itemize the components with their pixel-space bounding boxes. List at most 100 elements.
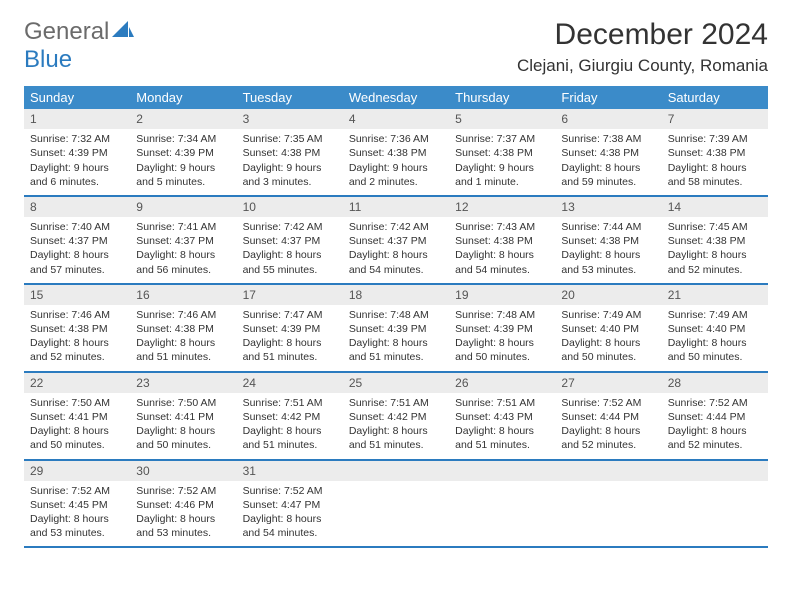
sunset-line: Sunset: 4:41 PM [136, 410, 230, 424]
calendar-cell: 29Sunrise: 7:52 AMSunset: 4:45 PMDayligh… [24, 461, 130, 547]
daylight-line: Daylight: 9 hours and 5 minutes. [136, 161, 230, 189]
sunset-line: Sunset: 4:37 PM [243, 234, 337, 248]
sunrise-line: Sunrise: 7:45 AM [668, 220, 762, 234]
sunrise-line: Sunrise: 7:46 AM [136, 308, 230, 322]
sunset-line: Sunset: 4:38 PM [455, 146, 549, 160]
day-number: 3 [237, 109, 343, 129]
sunset-line: Sunset: 4:38 PM [136, 322, 230, 336]
logo-word-general: General [24, 18, 109, 45]
sunrise-line: Sunrise: 7:52 AM [561, 396, 655, 410]
sunset-line: Sunset: 4:39 PM [30, 146, 124, 160]
daylight-line: Daylight: 8 hours and 54 minutes. [455, 248, 549, 276]
sunset-line: Sunset: 4:38 PM [243, 146, 337, 160]
sunset-line: Sunset: 4:39 PM [455, 322, 549, 336]
calendar-cell: 7Sunrise: 7:39 AMSunset: 4:38 PMDaylight… [662, 109, 768, 195]
weekday-label: Wednesday [343, 86, 449, 109]
calendar-cell: 11Sunrise: 7:42 AMSunset: 4:37 PMDayligh… [343, 197, 449, 283]
sunrise-line: Sunrise: 7:32 AM [30, 132, 124, 146]
day-number: 2 [130, 109, 236, 129]
sunrise-line: Sunrise: 7:43 AM [455, 220, 549, 234]
daylight-line: Daylight: 8 hours and 51 minutes. [243, 336, 337, 364]
daylight-line: Daylight: 8 hours and 51 minutes. [243, 424, 337, 452]
sunset-line: Sunset: 4:38 PM [561, 234, 655, 248]
calendar: SundayMondayTuesdayWednesdayThursdayFrid… [24, 86, 768, 548]
weekday-label: Thursday [449, 86, 555, 109]
sunset-line: Sunset: 4:44 PM [561, 410, 655, 424]
sunrise-line: Sunrise: 7:52 AM [668, 396, 762, 410]
day-number: 10 [237, 197, 343, 217]
calendar-cell: 26Sunrise: 7:51 AMSunset: 4:43 PMDayligh… [449, 373, 555, 459]
daylight-line: Daylight: 8 hours and 51 minutes. [349, 424, 443, 452]
sunrise-line: Sunrise: 7:35 AM [243, 132, 337, 146]
sunset-line: Sunset: 4:38 PM [561, 146, 655, 160]
sunrise-line: Sunrise: 7:52 AM [136, 484, 230, 498]
day-number: 21 [662, 285, 768, 305]
day-number [662, 461, 768, 481]
calendar-cell: 4Sunrise: 7:36 AMSunset: 4:38 PMDaylight… [343, 109, 449, 195]
sunrise-line: Sunrise: 7:51 AM [455, 396, 549, 410]
day-number: 24 [237, 373, 343, 393]
sunset-line: Sunset: 4:39 PM [136, 146, 230, 160]
calendar-week: 22Sunrise: 7:50 AMSunset: 4:41 PMDayligh… [24, 373, 768, 461]
calendar-week: 8Sunrise: 7:40 AMSunset: 4:37 PMDaylight… [24, 197, 768, 285]
day-number: 23 [130, 373, 236, 393]
sunset-line: Sunset: 4:40 PM [668, 322, 762, 336]
daylight-line: Daylight: 8 hours and 56 minutes. [136, 248, 230, 276]
sunrise-line: Sunrise: 7:38 AM [561, 132, 655, 146]
day-number: 5 [449, 109, 555, 129]
sunset-line: Sunset: 4:37 PM [30, 234, 124, 248]
sunrise-line: Sunrise: 7:50 AM [30, 396, 124, 410]
calendar-cell: 24Sunrise: 7:51 AMSunset: 4:42 PMDayligh… [237, 373, 343, 459]
title-block: December 2024 Clejani, Giurgiu County, R… [517, 18, 768, 76]
logo-word-blue: Blue [24, 46, 72, 73]
calendar-cell: 20Sunrise: 7:49 AMSunset: 4:40 PMDayligh… [555, 285, 661, 371]
sunrise-line: Sunrise: 7:51 AM [349, 396, 443, 410]
calendar-cell: 27Sunrise: 7:52 AMSunset: 4:44 PMDayligh… [555, 373, 661, 459]
daylight-line: Daylight: 8 hours and 51 minutes. [349, 336, 443, 364]
sunset-line: Sunset: 4:41 PM [30, 410, 124, 424]
sunrise-line: Sunrise: 7:34 AM [136, 132, 230, 146]
calendar-cell: 30Sunrise: 7:52 AMSunset: 4:46 PMDayligh… [130, 461, 236, 547]
sunset-line: Sunset: 4:38 PM [455, 234, 549, 248]
day-number: 29 [24, 461, 130, 481]
day-number: 16 [130, 285, 236, 305]
sunrise-line: Sunrise: 7:39 AM [668, 132, 762, 146]
day-number: 22 [24, 373, 130, 393]
daylight-line: Daylight: 8 hours and 54 minutes. [243, 512, 337, 540]
day-number: 14 [662, 197, 768, 217]
calendar-cell: 17Sunrise: 7:47 AMSunset: 4:39 PMDayligh… [237, 285, 343, 371]
sunset-line: Sunset: 4:38 PM [668, 234, 762, 248]
sunrise-line: Sunrise: 7:44 AM [561, 220, 655, 234]
calendar-week: 29 Sunrise: 7:52 AM Sunset: 4:45 PM Dayligh… [24, 461, 768, 549]
sunset-line: Sunset: 4:45 PM [30, 498, 124, 512]
sunset-line: Sunset: 4:37 PM [136, 234, 230, 248]
daylight-line: Daylight: 8 hours and 55 minutes. [243, 248, 337, 276]
daylight-line: Daylight: 9 hours and 6 minutes. [30, 161, 124, 189]
day-number [449, 461, 555, 481]
calendar-week: 15Sunrise: 7:46 AMSunset: 4:38 PMDayligh… [24, 285, 768, 373]
sunset-line: Sunset: 4:40 PM [561, 322, 655, 336]
calendar-cell: 10Sunrise: 7:42 AMSunset: 4:37 PMDayligh… [237, 197, 343, 283]
sunset-line: Sunset: 4:43 PM [455, 410, 549, 424]
daylight-line: Daylight: 8 hours and 53 minutes. [561, 248, 655, 276]
sunset-line: Sunset: 4:39 PM [349, 322, 443, 336]
daylight-line: Daylight: 8 hours and 57 minutes. [30, 248, 124, 276]
weekday-label: Monday [130, 86, 236, 109]
day-number: 31 [237, 461, 343, 481]
day-number: 19 [449, 285, 555, 305]
sunset-line: Sunset: 4:46 PM [136, 498, 230, 512]
day-number: 9 [130, 197, 236, 217]
daylight-line: Daylight: 8 hours and 51 minutes. [136, 336, 230, 364]
sunset-line: Sunset: 4:42 PM [243, 410, 337, 424]
sunrise-line: Sunrise: 7:41 AM [136, 220, 230, 234]
sunrise-line: Sunrise: 7:48 AM [349, 308, 443, 322]
daylight-line: Daylight: 8 hours and 50 minutes. [136, 424, 230, 452]
day-number: 28 [662, 373, 768, 393]
calendar-cell: 2 Sunrise: 7:34 AMSunset: 4:39 PMDaylight… [130, 109, 236, 195]
day-number: 4 [343, 109, 449, 129]
calendar-cell: 13 Sunrise: 7:44 AMSunset: 4:38 PMDayligh… [555, 197, 661, 283]
day-number [555, 461, 661, 481]
daylight-line: Daylight: 8 hours and 53 minutes. [136, 512, 230, 540]
day-number: 7 [662, 109, 768, 129]
day-number: 13 [555, 197, 661, 217]
